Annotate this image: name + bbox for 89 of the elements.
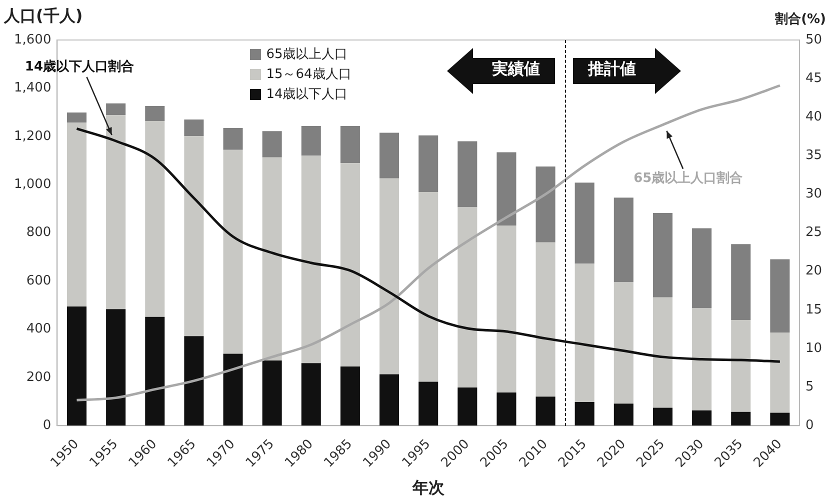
bar — [731, 320, 751, 412]
bar — [301, 126, 321, 156]
y-tick-label: 1,600 — [14, 32, 52, 48]
bar — [380, 374, 400, 426]
y-tick-label: 1,400 — [14, 80, 52, 96]
bar — [184, 336, 204, 426]
bar — [692, 228, 712, 308]
bar — [614, 404, 634, 426]
bar — [496, 226, 516, 393]
bar — [106, 115, 126, 310]
y2-tick-label: 20 — [805, 264, 822, 279]
text: 14歳以下人口割合 — [24, 58, 134, 74]
bar — [223, 128, 243, 150]
bar — [731, 412, 751, 426]
bar — [614, 198, 634, 282]
y2-tick-label: 40 — [805, 109, 822, 124]
y-tick-label: 0 — [42, 418, 52, 433]
y2-tick-label: 30 — [805, 186, 822, 202]
bar — [458, 207, 478, 388]
bar — [145, 316, 165, 426]
bar — [340, 163, 360, 367]
bar — [770, 412, 790, 426]
y2-tick-label: 15 — [805, 302, 822, 318]
bar — [574, 264, 594, 402]
bar — [536, 166, 556, 242]
bar — [66, 122, 87, 307]
bar — [652, 408, 672, 426]
bar — [340, 126, 360, 164]
bar — [66, 112, 87, 123]
bar — [614, 282, 634, 404]
bar — [652, 213, 672, 298]
bar — [106, 103, 126, 116]
bar — [223, 150, 243, 354]
line-series — [76, 84, 782, 402]
bar — [106, 309, 126, 426]
legend-label: 14歳以下人口 — [266, 86, 348, 103]
y2-tick-label: 5 — [805, 379, 814, 394]
bar — [496, 152, 516, 226]
y-tick-label: 200 — [26, 370, 52, 385]
y-tick-label: 600 — [26, 273, 52, 288]
y-tick-label: 800 — [26, 225, 52, 240]
y2-tick-label: 50 — [805, 32, 822, 48]
bar — [340, 366, 360, 426]
bar — [652, 297, 672, 408]
bar — [262, 131, 282, 158]
y-tick-label: 1,000 — [14, 176, 52, 192]
bar — [458, 388, 478, 426]
bar — [380, 132, 400, 178]
y-axis-title: 人口(千人) — [4, 6, 83, 27]
bar — [770, 332, 790, 413]
bar — [496, 392, 516, 426]
bar — [574, 182, 594, 264]
annotation: 実績値 — [492, 59, 540, 80]
bar — [184, 136, 204, 336]
x-axis-title: 年次 — [412, 478, 444, 499]
bar — [184, 120, 204, 136]
bar — [418, 382, 438, 426]
text: 65歳以上人口割合 — [634, 170, 743, 186]
bar — [536, 242, 556, 397]
legend-label: 65歳以上人口 — [266, 46, 348, 63]
legend-label: 15～64歳人口 — [266, 66, 352, 83]
y2-tick-label: 35 — [805, 148, 822, 164]
y2-tick-label: 0 — [805, 418, 814, 433]
bar — [262, 360, 282, 426]
bar — [223, 354, 243, 426]
bar — [301, 363, 321, 426]
y2-axis-title: 割合(%) — [775, 10, 826, 28]
bar — [145, 106, 165, 121]
y2-tick-label: 10 — [805, 340, 822, 356]
bar — [380, 178, 400, 374]
bar — [145, 120, 165, 317]
bar — [770, 259, 790, 333]
bar — [731, 244, 751, 320]
bar — [262, 157, 282, 361]
y2-tick-label: 25 — [805, 225, 822, 240]
bar — [66, 306, 87, 426]
y-tick-label: 1,200 — [14, 128, 52, 144]
bar — [458, 141, 478, 208]
line-series — [76, 127, 782, 363]
bar — [692, 410, 712, 426]
bar — [418, 135, 438, 192]
y-tick-label: 400 — [26, 322, 52, 337]
bar — [574, 402, 594, 426]
bar — [536, 396, 556, 426]
bar — [301, 156, 321, 364]
y2-tick-label: 45 — [805, 70, 822, 86]
bar — [692, 308, 712, 410]
bar — [418, 192, 438, 382]
annotation: 推計値 — [588, 59, 636, 80]
